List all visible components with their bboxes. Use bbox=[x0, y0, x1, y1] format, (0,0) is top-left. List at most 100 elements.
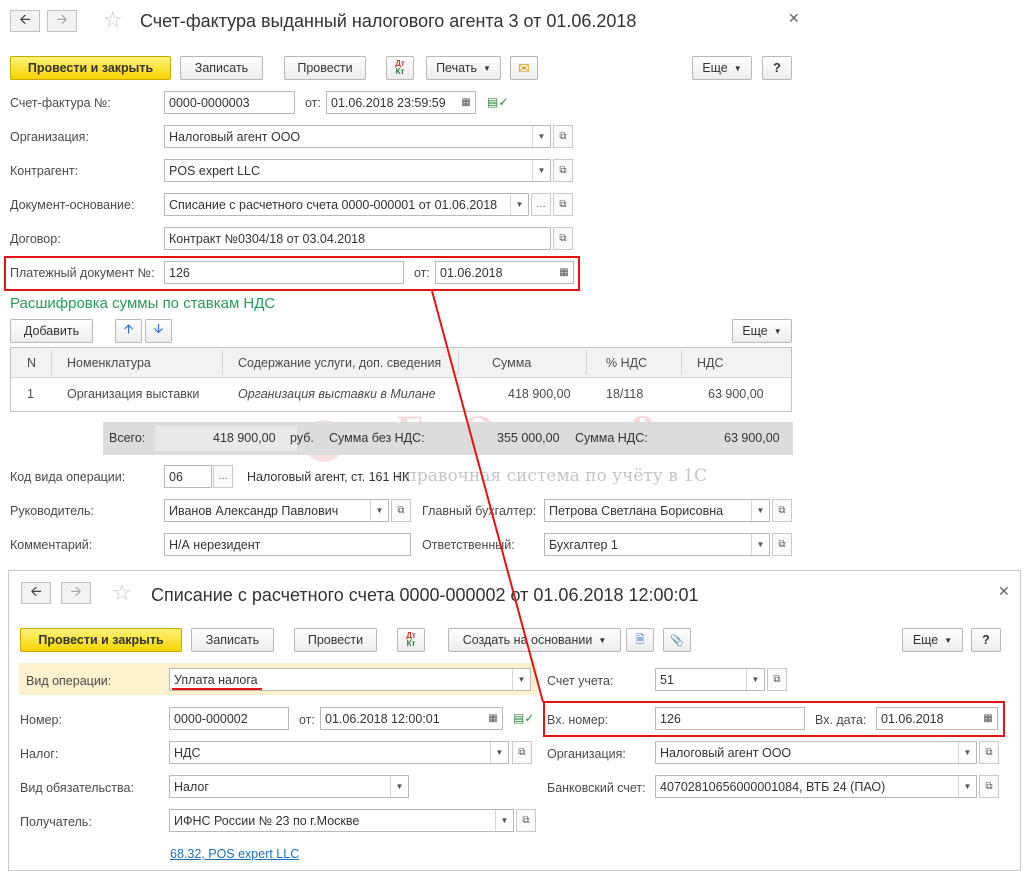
liability-field[interactable]: Налог ▼ bbox=[169, 775, 409, 798]
responsible-value: Бухгалтер 1 bbox=[549, 537, 618, 552]
open-org-icon[interactable]: ⧉ bbox=[553, 125, 573, 148]
open-tax-icon[interactable]: ⧉ bbox=[512, 741, 532, 764]
calendar-icon[interactable]: ▦ bbox=[559, 267, 569, 278]
dt-kt-button[interactable]: Дт Кт bbox=[397, 628, 425, 652]
date-value: 01.06.2018 12:00:01 bbox=[325, 711, 440, 726]
post-and-close-button[interactable]: Провести и закрыть bbox=[10, 56, 171, 80]
col-vat[interactable]: НДС bbox=[697, 356, 724, 370]
col-rate[interactable]: % НДС bbox=[606, 356, 648, 370]
col-separator bbox=[222, 351, 223, 375]
calendar-icon[interactable]: ▦ bbox=[983, 713, 993, 724]
open-org-icon[interactable]: ⧉ bbox=[979, 741, 999, 764]
table-row[interactable]: 1 Организация выставки Организация выста… bbox=[11, 379, 791, 411]
bank-field[interactable]: 40702810656000001084, ВТБ 24 (ПАО) ▼ bbox=[655, 775, 977, 798]
favorite-star-icon[interactable]: ☆ bbox=[112, 580, 132, 605]
more-button[interactable]: Еще ▼ bbox=[692, 56, 752, 80]
head-field[interactable]: Иванов Александр Павлович ▼ bbox=[164, 499, 389, 522]
contract-field[interactable]: Контракт №0304/18 от 03.04.2018 bbox=[164, 227, 551, 250]
close-icon[interactable]: ✕ bbox=[788, 10, 800, 26]
col-item[interactable]: Номенклатура bbox=[67, 356, 151, 370]
chevron-down-icon[interactable]: ▼ bbox=[532, 126, 550, 147]
select-op-code-icon[interactable]: … bbox=[213, 465, 233, 488]
post-button[interactable]: Провести bbox=[284, 56, 366, 80]
basis-field[interactable]: Списание с расчетного счета 0000-000001 … bbox=[164, 193, 529, 216]
chevron-down-icon[interactable]: ▼ bbox=[490, 742, 508, 763]
chevron-down-icon[interactable]: ▼ bbox=[390, 776, 408, 797]
chevron-down-icon[interactable]: ▼ bbox=[751, 500, 769, 521]
open-contract-icon[interactable]: ⧉ bbox=[553, 227, 573, 250]
close-icon[interactable]: ✕ bbox=[998, 583, 1010, 599]
attachment-button[interactable]: 📎 bbox=[663, 628, 691, 652]
post-and-close-button[interactable]: Провести и закрыть bbox=[20, 628, 182, 652]
forward-button[interactable]: 🡪 bbox=[61, 582, 91, 604]
post-button[interactable]: Провести bbox=[294, 628, 377, 652]
open-accountant-icon[interactable]: ⧉ bbox=[772, 499, 792, 522]
favorite-star-icon[interactable]: ☆ bbox=[103, 7, 123, 32]
open-bank-icon[interactable]: ⧉ bbox=[979, 775, 999, 798]
col-content[interactable]: Содержание услуги, доп. сведения bbox=[238, 356, 442, 370]
col-separator bbox=[51, 351, 52, 375]
col-sum[interactable]: Сумма bbox=[492, 356, 532, 370]
calendar-icon[interactable]: ▦ bbox=[488, 713, 498, 724]
date-field[interactable]: 01.06.2018 12:00:01 ▦ bbox=[320, 707, 503, 730]
add-button[interactable]: Добавить bbox=[10, 319, 93, 343]
recipient-field[interactable]: ИФНС России № 23 по г.Москве ▼ bbox=[169, 809, 514, 832]
move-down-button[interactable]: 🡫 bbox=[145, 319, 172, 343]
responsible-field[interactable]: Бухгалтер 1 ▼ bbox=[544, 533, 770, 556]
highlight-incoming-doc bbox=[543, 701, 1005, 737]
help-button[interactable]: ? bbox=[971, 628, 1001, 652]
chevron-down-icon[interactable]: ▼ bbox=[495, 810, 513, 831]
in-no-field[interactable]: 126 bbox=[655, 707, 805, 730]
open-account-icon[interactable]: ⧉ bbox=[767, 668, 787, 691]
org-field[interactable]: Налоговый агент ООО ▼ bbox=[164, 125, 551, 148]
chevron-down-icon[interactable]: ▼ bbox=[751, 534, 769, 555]
chevron-down-icon[interactable]: ▼ bbox=[958, 742, 976, 763]
comment-field[interactable]: Н/А нерезидент bbox=[164, 533, 411, 556]
tax-field[interactable]: НДС ▼ bbox=[169, 741, 509, 764]
col-n[interactable]: N bbox=[27, 356, 37, 370]
settlement-account-link[interactable]: 68.32, POS expert LLC bbox=[170, 847, 300, 861]
help-button[interactable]: ? bbox=[762, 56, 792, 80]
invoice-date-field[interactable]: 01.06.2018 23:59:59 ▦ bbox=[326, 91, 476, 114]
calendar-icon[interactable]: ▦ bbox=[461, 97, 471, 108]
open-head-icon[interactable]: ⧉ bbox=[391, 499, 411, 522]
number-field[interactable]: 0000-000002 bbox=[169, 707, 289, 730]
print-button[interactable]: Печать ▼ bbox=[426, 56, 501, 80]
invoice-no-field[interactable]: 0000-0000003 bbox=[164, 91, 295, 114]
arrow-right-icon: 🡪 bbox=[70, 583, 82, 599]
forward-button[interactable]: 🡪 bbox=[47, 10, 77, 32]
back-button[interactable]: 🡨 bbox=[21, 582, 51, 604]
back-button[interactable]: 🡨 bbox=[10, 10, 40, 32]
more-button[interactable]: Еще ▼ bbox=[902, 628, 963, 652]
open-responsible-icon[interactable]: ⧉ bbox=[772, 533, 792, 556]
account-field[interactable]: 51 ▼ bbox=[655, 668, 765, 691]
dt-kt-button[interactable]: Дт Кт bbox=[386, 56, 414, 80]
op-type-field[interactable]: Уплата налога ▼ bbox=[169, 668, 531, 691]
open-basis-icon[interactable]: ⧉ bbox=[553, 193, 573, 216]
payment-date-field[interactable]: 01.06.2018 ▦ bbox=[435, 261, 574, 284]
grid-more-button[interactable]: Еще ▼ bbox=[732, 319, 792, 343]
op-code-field[interactable]: 06 bbox=[164, 465, 212, 488]
move-up-button[interactable]: 🡩 bbox=[115, 319, 142, 343]
in-date-field[interactable]: 01.06.2018 ▦ bbox=[876, 707, 998, 730]
save-button[interactable]: Записать bbox=[191, 628, 274, 652]
chevron-down-icon[interactable]: ▼ bbox=[510, 194, 528, 215]
payment-doc-field[interactable]: 126 bbox=[164, 261, 404, 284]
accountant-field[interactable]: Петрова Светлана Борисовна ▼ bbox=[544, 499, 770, 522]
open-recipient-icon[interactable]: ⧉ bbox=[516, 809, 536, 832]
counterparty-field[interactable]: POS expert LLC ▼ bbox=[164, 159, 551, 182]
create-basis-button[interactable]: Создать на основании ▼ bbox=[448, 628, 621, 652]
save-button[interactable]: Записать bbox=[180, 56, 263, 80]
chevron-down-icon[interactable]: ▼ bbox=[958, 776, 976, 797]
open-counterparty-icon[interactable]: ⧉ bbox=[553, 159, 573, 182]
chevron-down-icon[interactable]: ▼ bbox=[746, 669, 764, 690]
chevron-down-icon[interactable]: ▼ bbox=[370, 500, 388, 521]
row-item: Организация выставки bbox=[67, 387, 200, 401]
chevron-down-icon[interactable]: ▼ bbox=[532, 160, 550, 181]
vat-table: N Номенклатура Содержание услуги, доп. с… bbox=[10, 347, 792, 412]
org-field[interactable]: Налоговый агент ООО ▼ bbox=[655, 741, 977, 764]
chevron-down-icon[interactable]: ▼ bbox=[512, 669, 530, 690]
document-button[interactable]: 🗎 bbox=[626, 628, 654, 652]
select-basis-icon[interactable]: … bbox=[531, 193, 551, 216]
email-button[interactable]: ✉ bbox=[510, 56, 538, 80]
